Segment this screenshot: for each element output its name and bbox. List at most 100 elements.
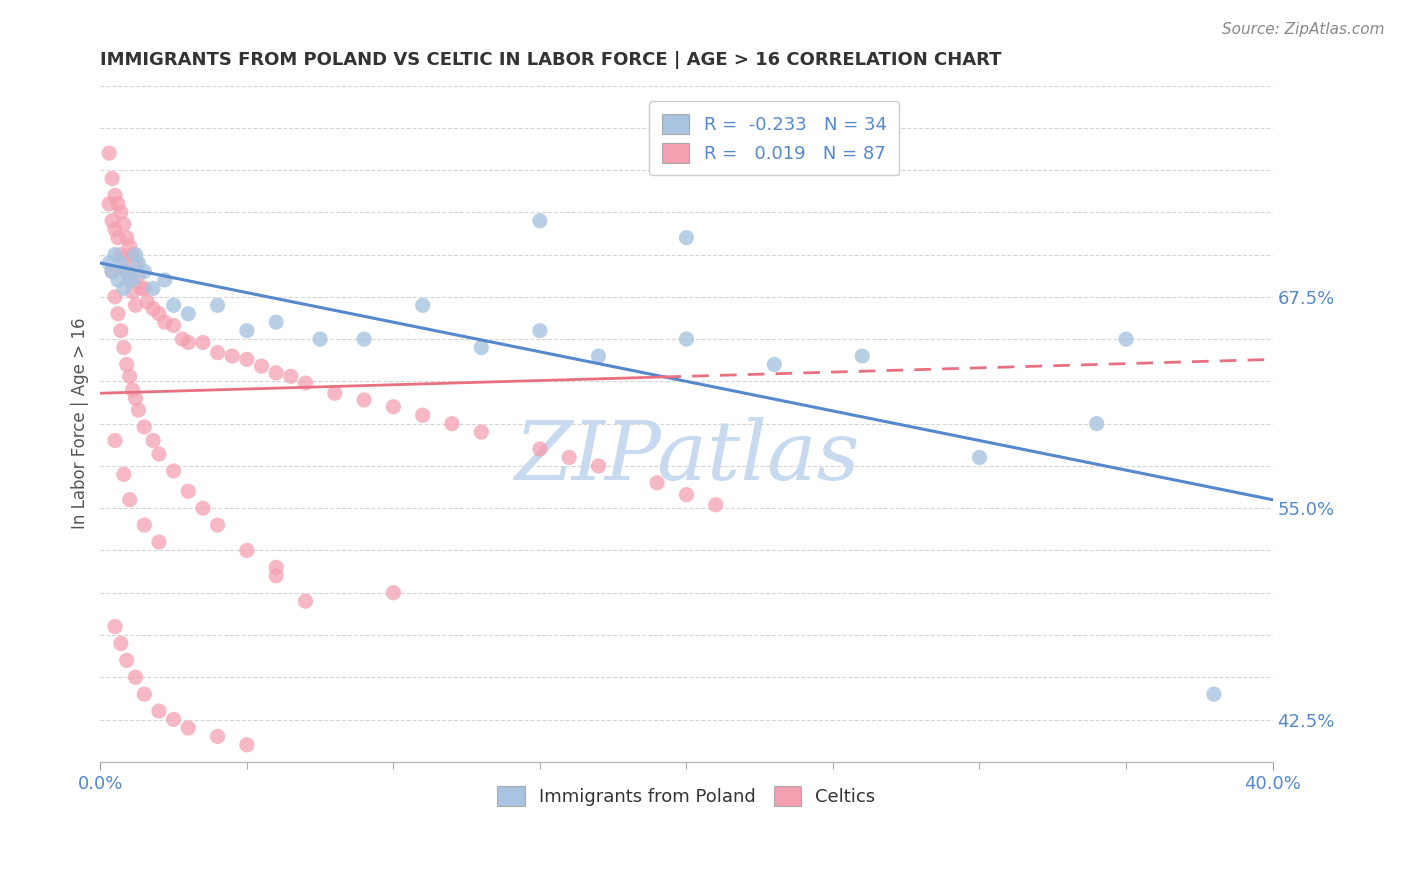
Point	[110, 256, 132, 270]
Point	[124, 670, 146, 684]
Point	[264, 569, 287, 583]
Point	[236, 352, 259, 367]
Point	[124, 256, 146, 270]
Point	[134, 687, 156, 701]
Point	[110, 205, 132, 219]
Point	[118, 492, 141, 507]
Point	[115, 230, 138, 244]
Point	[148, 447, 170, 461]
Point	[191, 335, 214, 350]
Point	[440, 417, 463, 431]
Point	[675, 230, 697, 244]
Point	[309, 332, 332, 346]
Point	[112, 341, 135, 355]
Point	[162, 318, 184, 333]
Point	[470, 425, 492, 439]
Point	[124, 247, 146, 261]
Point	[104, 619, 127, 633]
Point	[104, 290, 127, 304]
Point	[280, 369, 302, 384]
Point	[107, 230, 129, 244]
Point	[110, 324, 132, 338]
Point	[162, 298, 184, 312]
Point	[207, 298, 229, 312]
Point	[134, 281, 156, 295]
Point	[121, 285, 143, 299]
Point	[191, 501, 214, 516]
Point	[112, 281, 135, 295]
Point	[162, 713, 184, 727]
Point	[207, 730, 229, 744]
Point	[1085, 417, 1108, 431]
Point	[104, 434, 127, 448]
Point	[98, 197, 121, 211]
Point	[177, 335, 200, 350]
Point	[134, 264, 156, 278]
Point	[115, 264, 138, 278]
Point	[112, 217, 135, 231]
Point	[121, 247, 143, 261]
Point	[101, 171, 124, 186]
Point	[115, 264, 138, 278]
Point	[221, 349, 243, 363]
Point	[236, 324, 259, 338]
Point	[101, 264, 124, 278]
Point	[98, 146, 121, 161]
Point	[127, 256, 149, 270]
Text: ZIPatlas: ZIPatlas	[513, 417, 859, 498]
Legend: Immigrants from Poland, Celtics: Immigrants from Poland, Celtics	[491, 780, 883, 814]
Y-axis label: In Labor Force | Age > 16: In Labor Force | Age > 16	[72, 318, 89, 529]
Point	[412, 298, 434, 312]
Point	[1115, 332, 1137, 346]
Point	[588, 349, 610, 363]
Point	[172, 332, 194, 346]
Point	[148, 307, 170, 321]
Point	[177, 721, 200, 735]
Point	[107, 307, 129, 321]
Point	[118, 268, 141, 282]
Point	[104, 222, 127, 236]
Point	[558, 450, 581, 465]
Point	[353, 392, 375, 407]
Point	[294, 594, 316, 608]
Point	[969, 450, 991, 465]
Point	[104, 247, 127, 261]
Point	[131, 281, 153, 295]
Point	[124, 298, 146, 312]
Point	[110, 636, 132, 650]
Point	[264, 560, 287, 574]
Point	[142, 301, 165, 316]
Point	[107, 197, 129, 211]
Point	[177, 307, 200, 321]
Point	[353, 332, 375, 346]
Point	[121, 273, 143, 287]
Point	[101, 264, 124, 278]
Point	[470, 341, 492, 355]
Point	[162, 464, 184, 478]
Point	[529, 213, 551, 227]
Point	[136, 294, 159, 309]
Point	[588, 458, 610, 473]
Point	[153, 315, 176, 329]
Point	[112, 467, 135, 482]
Point	[115, 653, 138, 667]
Point	[118, 369, 141, 384]
Point	[529, 442, 551, 456]
Point	[763, 358, 786, 372]
Point	[127, 268, 149, 282]
Point	[675, 332, 697, 346]
Point	[236, 738, 259, 752]
Point	[382, 585, 405, 599]
Point	[142, 281, 165, 295]
Point	[294, 376, 316, 390]
Point	[207, 345, 229, 359]
Point	[148, 704, 170, 718]
Point	[153, 273, 176, 287]
Point	[104, 188, 127, 202]
Point	[675, 488, 697, 502]
Point	[107, 273, 129, 287]
Point	[645, 475, 668, 490]
Point	[115, 358, 138, 372]
Point	[236, 543, 259, 558]
Point	[112, 251, 135, 265]
